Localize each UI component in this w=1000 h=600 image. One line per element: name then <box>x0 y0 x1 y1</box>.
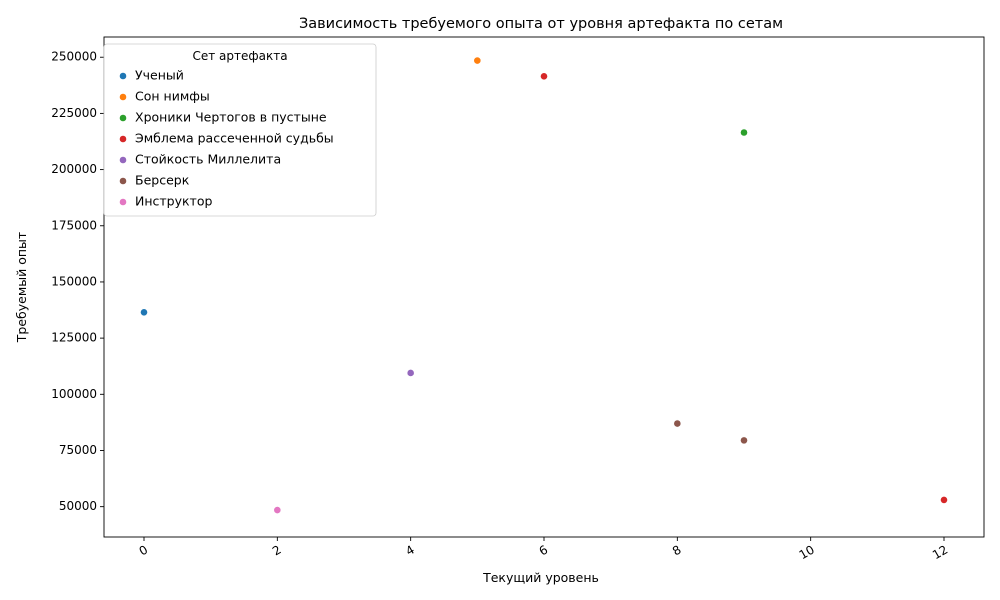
y-axis: 50000 75000 100000 125000 150000 175000 200000… <box>51 50 104 513</box>
y-tick-label: 200000 <box>51 162 97 176</box>
y-tick-label: 150000 <box>51 274 97 288</box>
legend-label: Сон нимфы <box>135 89 210 104</box>
legend-label: Инструктор <box>135 194 212 209</box>
x-tick-label: 8 <box>670 543 684 559</box>
y-tick-label: 250000 <box>51 50 97 64</box>
x-tick-label: 12 <box>930 543 950 563</box>
y-tick-label: 100000 <box>51 387 97 401</box>
data-point <box>940 496 948 504</box>
legend-marker <box>119 93 127 101</box>
data-point <box>740 436 748 445</box>
y-axis-label: Требуемый опыт <box>14 232 29 343</box>
data-point <box>273 506 282 514</box>
x-tick-label: 10 <box>797 543 817 563</box>
legend-title: Сет артефакта <box>192 49 287 63</box>
chart-title: Зависимость требуемого опыта от уровня а… <box>299 16 783 32</box>
x-tick-label: 0 <box>137 543 151 559</box>
legend-label: Хроники Чертогов в пустыне <box>135 110 327 125</box>
legend-marker <box>119 72 127 80</box>
legend-marker <box>119 156 127 164</box>
x-tick-label: 4 <box>403 543 417 559</box>
legend-label: Эмблема рассеченной судьбы <box>135 131 334 146</box>
y-tick-label: 225000 <box>51 106 97 120</box>
data-point <box>406 369 415 377</box>
data-point <box>140 308 148 317</box>
legend-label: Берсерк <box>135 173 190 188</box>
legend-marker <box>119 177 127 185</box>
legend-marker <box>119 114 127 122</box>
x-axis: 0 2 4 6 8 10 12 <box>137 537 950 563</box>
data-points <box>140 56 948 514</box>
x-tick-label: 6 <box>537 543 551 559</box>
x-axis-label: Текущий уровень <box>482 570 599 585</box>
legend-frame <box>103 43 377 217</box>
data-point <box>673 419 682 428</box>
y-tick-label: 125000 <box>51 331 97 345</box>
y-tick-label: 75000 <box>59 443 97 457</box>
legend-marker <box>119 198 127 206</box>
data-point <box>540 72 548 81</box>
legend-marker <box>119 135 127 143</box>
y-tick-label: 50000 <box>59 499 97 513</box>
data-point <box>473 56 482 65</box>
x-tick-label: 2 <box>270 543 284 559</box>
legend-label: Стойкость Миллелита <box>135 152 281 167</box>
y-tick-label: 175000 <box>51 218 97 232</box>
legend-label: Ученый <box>135 68 184 83</box>
legend: Сет артефакта Ученый Сон нимфы Хроники Чер… <box>103 43 377 217</box>
data-point <box>740 128 748 137</box>
